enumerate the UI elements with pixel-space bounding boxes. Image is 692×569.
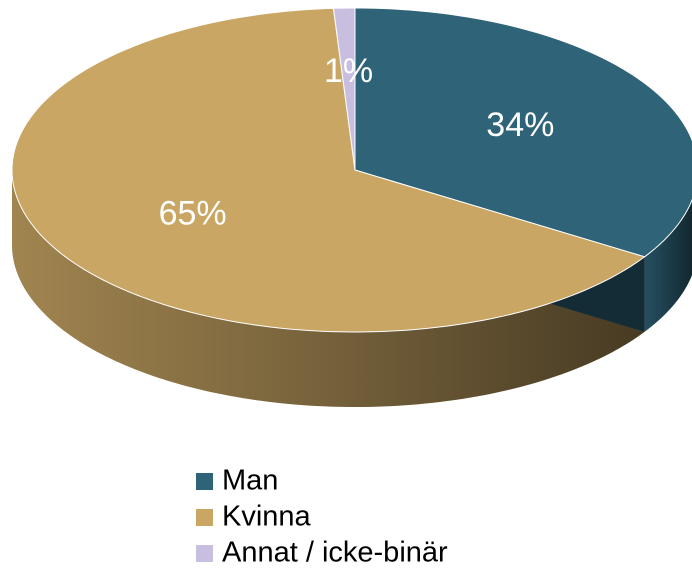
legend-label: Man — [222, 465, 278, 497]
legend-label: Annat / icke-binär — [222, 537, 448, 569]
legend-swatch — [196, 509, 213, 526]
slice — [11, 7, 646, 333]
data-label: 1% — [324, 52, 373, 90]
slice — [332, 7, 356, 171]
legend-swatch — [196, 545, 213, 562]
data-label: 65% — [159, 194, 227, 232]
legend-swatch — [196, 473, 213, 490]
slice — [354, 7, 692, 258]
legend-label: Kvinna — [222, 501, 312, 533]
side-shade — [644, 200, 692, 332]
data-label: 34% — [486, 106, 554, 144]
side-shade — [12, 170, 645, 407]
